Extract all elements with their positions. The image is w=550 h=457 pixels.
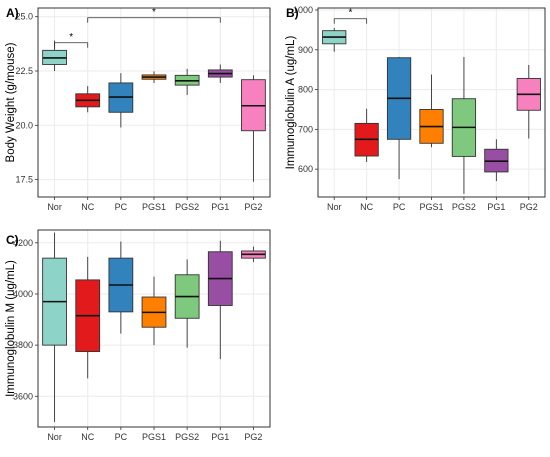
significance-bracket: * — [54, 32, 89, 48]
x-tick-label: PGS1 — [142, 202, 166, 212]
box-pg1 — [207, 64, 233, 83]
box-pc — [108, 73, 134, 128]
chart-panel-2: * 600 700 800 900 1000 Nor NC PC PGS1 PGS2 PG1 PG2 Im… — [285, 5, 546, 212]
y-tick-label: 25.0 — [15, 12, 33, 22]
box-nor — [322, 27, 347, 52]
y-tick-label: 22.5 — [15, 66, 33, 76]
y-tick-label: 800 — [298, 85, 313, 95]
box-pgs2 — [451, 56, 477, 194]
x-tick-label: PG2 — [244, 432, 262, 442]
x-tick-label: NC — [360, 202, 373, 212]
x-tick-label: PGS2 — [175, 202, 199, 212]
panel-label: A) — [6, 6, 19, 20]
x-tick-label: PG1 — [211, 202, 229, 212]
bracket-line — [333, 18, 368, 24]
significance-star: * — [348, 8, 352, 19]
box-pc — [108, 241, 134, 334]
box-pg2 — [516, 64, 541, 139]
x-tick-label: PGS2 — [452, 202, 476, 212]
panel-label: B) — [286, 6, 299, 20]
box-pgs2 — [174, 259, 200, 348]
box-pg1 — [207, 240, 233, 360]
significance-bracket: * — [87, 7, 221, 23]
y-tick-label: 20.0 — [15, 120, 33, 130]
box-nc — [75, 256, 101, 379]
x-tick-label: Nor — [47, 202, 62, 212]
box-nc — [75, 86, 101, 113]
box-pg1 — [484, 139, 509, 182]
box-pgs1 — [141, 276, 167, 346]
box-pgs1 — [419, 74, 444, 148]
y-tick-label: 4200 — [13, 238, 33, 248]
y-tick-label: 4000 — [13, 289, 33, 299]
x-tick-label: PC — [393, 202, 406, 212]
box-nor — [42, 232, 67, 422]
box-pgs1 — [141, 71, 167, 83]
x-tick-label: PC — [115, 202, 128, 212]
box-pgs2 — [174, 68, 200, 95]
y-tick-label: 3600 — [13, 391, 33, 401]
x-tick-label: PGS1 — [142, 432, 166, 442]
x-tick-label: Nor — [327, 202, 342, 212]
box-nc — [354, 108, 379, 162]
x-tick-label: PGS1 — [419, 202, 443, 212]
box-pg2 — [241, 246, 266, 262]
x-tick-label: NC — [81, 432, 94, 442]
x-tick-label: Nor — [47, 432, 62, 442]
y-tick-label: 17.5 — [15, 175, 33, 185]
x-tick-label: PG2 — [520, 202, 538, 212]
y-axis-label: Body Weight (g/mouse) — [5, 42, 17, 162]
x-tick-label: PGS2 — [175, 432, 199, 442]
box-pg2 — [241, 75, 266, 182]
x-tick-label: PC — [115, 432, 128, 442]
box-nor — [42, 40, 67, 71]
y-axis-label: Immunoglobulin M (ug/mL) — [5, 260, 17, 397]
bracket-line — [54, 42, 89, 48]
significance-bracket: * — [333, 8, 368, 24]
y-tick-label: 700 — [298, 124, 313, 134]
chart-panel-1: * * 17.5 20.0 22.5 25.0 Nor NC PC PGS1 PGS2 PG1 PG2 B… — [5, 6, 271, 212]
bracket-line — [87, 17, 221, 23]
significance-star: * — [152, 7, 156, 18]
x-tick-label: PG1 — [487, 202, 505, 212]
x-tick-label: PG2 — [244, 202, 262, 212]
panel-label: C) — [6, 233, 19, 247]
significance-star: * — [69, 32, 73, 43]
x-tick-label: PG1 — [211, 432, 229, 442]
chart-panel-3: 3600 3800 4000 4200 Nor NC PC PGS1 PGS2 PG1 PG2 Imm… — [5, 229, 271, 442]
y-axis-label: Immunoglobulin A (ug/mL) — [285, 36, 297, 170]
y-tick-label: 3800 — [13, 340, 33, 350]
y-tick-label: 1000 — [293, 5, 313, 15]
y-tick-label: 600 — [298, 164, 313, 174]
x-tick-label: NC — [81, 202, 94, 212]
box-pc — [386, 56, 412, 180]
y-tick-label: 900 — [298, 45, 313, 55]
